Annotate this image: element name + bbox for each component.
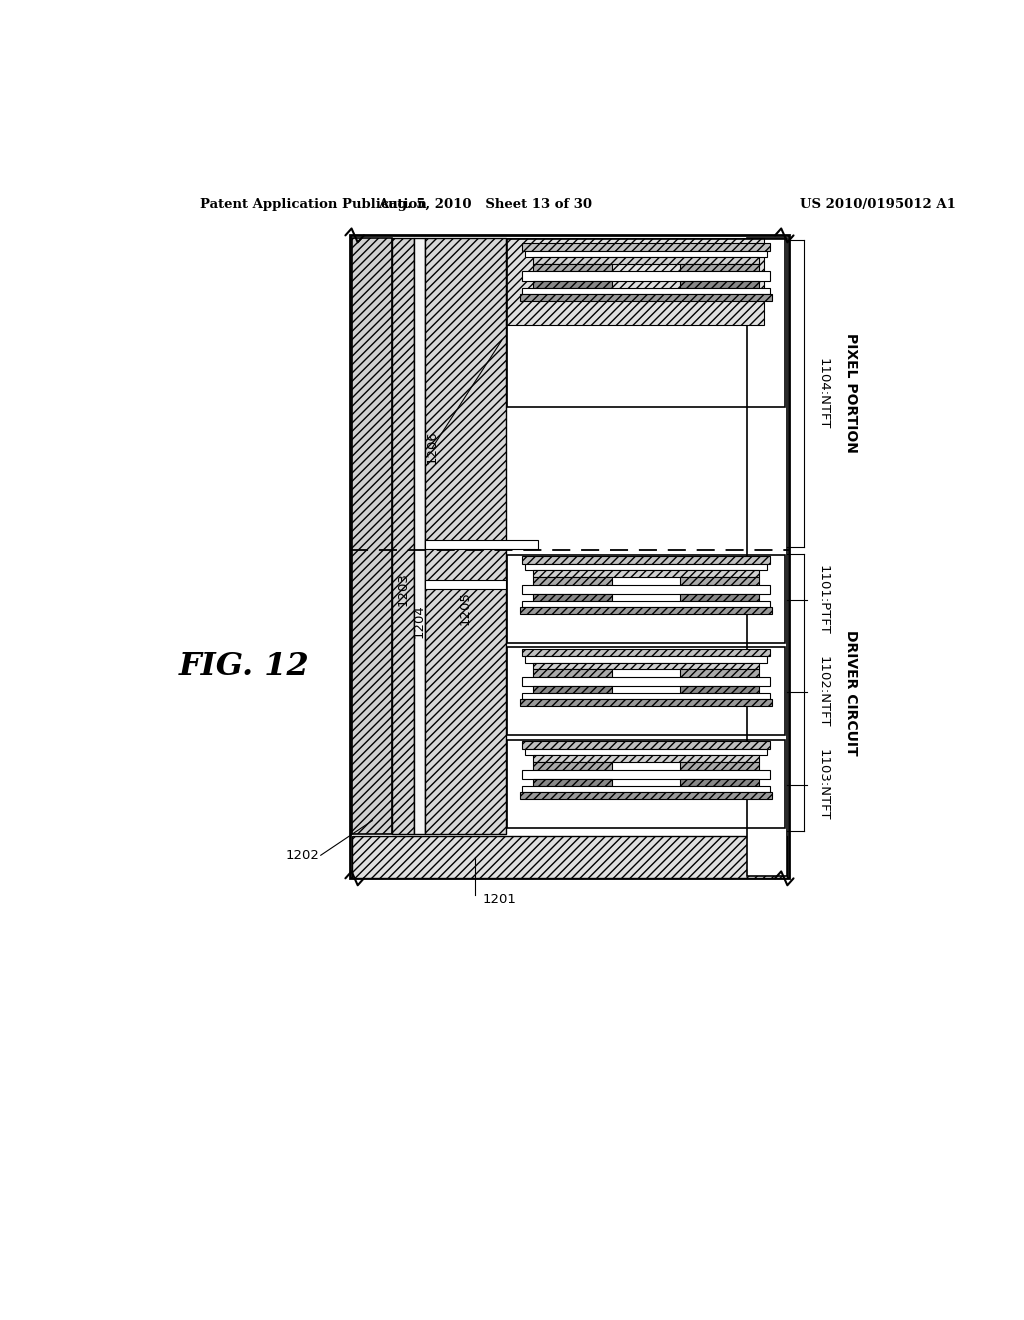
Bar [507, 556, 785, 643]
Bar [525, 656, 767, 663]
Bar [522, 693, 770, 700]
Bar [680, 762, 759, 770]
Bar [522, 741, 770, 748]
Bar [522, 585, 770, 594]
Bar [680, 594, 759, 601]
Bar [534, 669, 612, 677]
Bar [534, 755, 759, 762]
Text: 1104:NTFT: 1104:NTFT [817, 358, 830, 429]
Bar [680, 264, 759, 272]
Bar [525, 251, 767, 256]
Bar [522, 770, 770, 779]
Bar [425, 238, 506, 834]
Bar [520, 293, 772, 301]
Bar [522, 677, 770, 686]
Bar [680, 686, 759, 693]
Bar [425, 540, 538, 549]
Text: US 2010/0195012 A1: US 2010/0195012 A1 [801, 198, 956, 211]
Bar [525, 748, 767, 755]
Text: 1202: 1202 [286, 849, 319, 862]
Bar [520, 607, 772, 614]
Bar [350, 235, 788, 878]
Bar [425, 579, 506, 589]
Bar [534, 264, 612, 272]
Bar [534, 570, 759, 577]
Text: 1101:PTFT: 1101:PTFT [817, 565, 830, 635]
Bar [534, 686, 612, 693]
Bar [520, 792, 772, 799]
Bar [534, 594, 612, 601]
Text: 1103:NTFT: 1103:NTFT [817, 748, 830, 820]
Bar [534, 577, 612, 585]
Text: Aug. 5, 2010   Sheet 13 of 30: Aug. 5, 2010 Sheet 13 of 30 [378, 198, 592, 211]
Bar [352, 836, 786, 878]
Text: PIXEL PORTION: PIXEL PORTION [844, 334, 857, 453]
Text: 1206: 1206 [426, 430, 439, 465]
Text: 1205: 1205 [459, 591, 472, 626]
Bar [522, 648, 770, 656]
Bar [522, 272, 770, 281]
Text: 1201: 1201 [482, 894, 516, 907]
Bar [534, 762, 612, 770]
Bar [534, 663, 759, 669]
Bar [522, 556, 770, 564]
Bar [534, 256, 759, 264]
Bar [506, 238, 764, 325]
Bar [680, 281, 759, 288]
Text: 1203: 1203 [396, 572, 410, 606]
Text: 1102:NTFT: 1102:NTFT [817, 656, 830, 727]
Bar [534, 281, 612, 288]
Bar [520, 700, 772, 706]
Bar [522, 785, 770, 792]
Bar [507, 239, 785, 408]
Text: 1204: 1204 [413, 605, 426, 638]
Bar [680, 669, 759, 677]
Bar [392, 238, 414, 834]
Bar [746, 238, 787, 876]
Bar [507, 741, 785, 828]
Bar [522, 243, 770, 251]
Bar [522, 601, 770, 607]
Bar [352, 238, 392, 834]
Bar [414, 238, 425, 834]
Text: Patent Application Publication: Patent Application Publication [200, 198, 427, 211]
Text: FIG. 12: FIG. 12 [179, 651, 310, 682]
Text: DRIVER CIRCUIT: DRIVER CIRCUIT [844, 630, 857, 755]
Bar [680, 577, 759, 585]
Bar [534, 779, 612, 785]
Bar [507, 648, 785, 735]
Bar [525, 564, 767, 570]
Bar [522, 288, 770, 293]
Bar [680, 779, 759, 785]
